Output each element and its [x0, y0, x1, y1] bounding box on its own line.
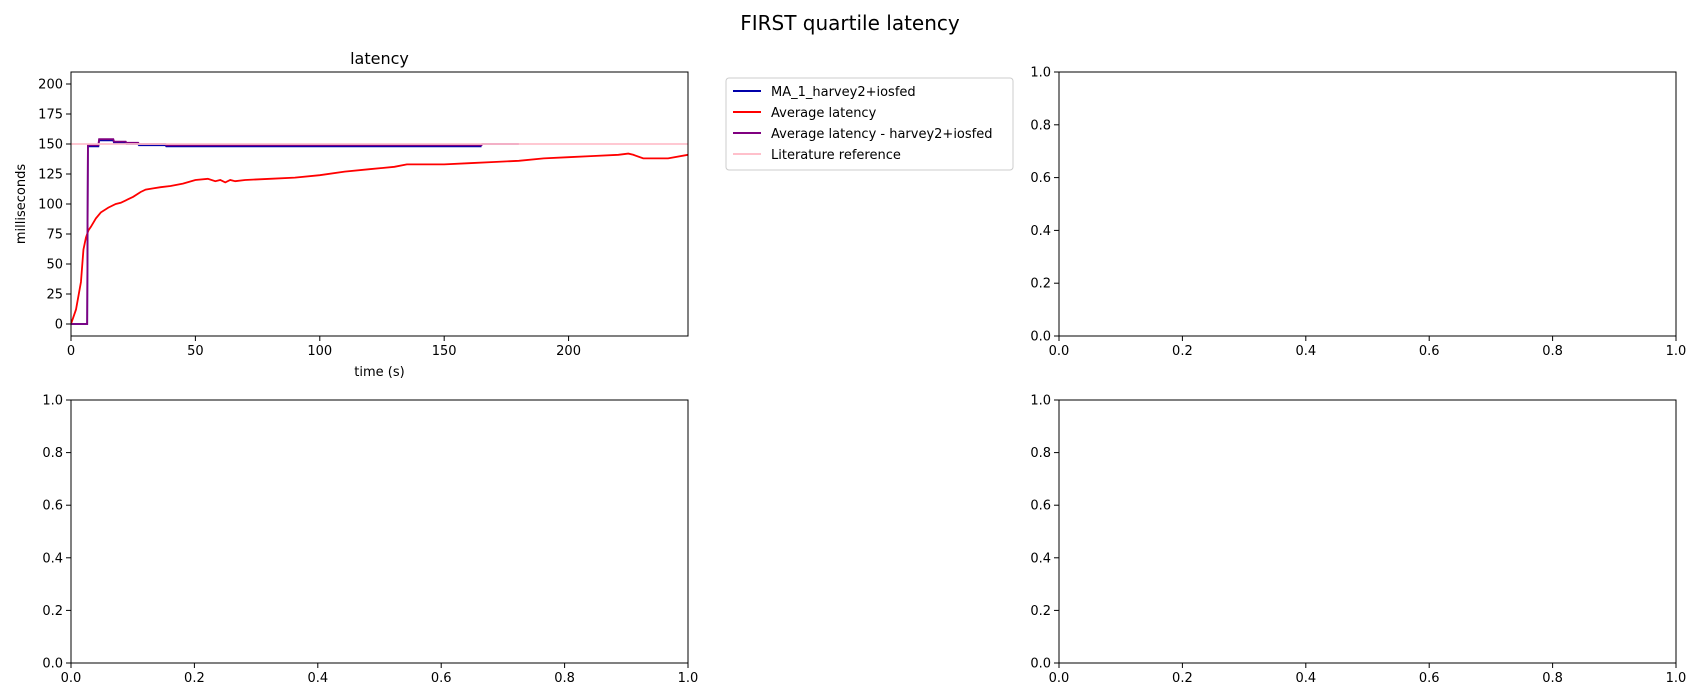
y-tick-label: 0.4: [1030, 551, 1051, 566]
legend-entry: Average latency - harvey2+iosfed: [771, 127, 993, 142]
x-tick-label: 0.0: [61, 671, 82, 686]
y-tick-label: 1.0: [42, 394, 63, 409]
plot-title: latency: [350, 49, 409, 68]
y-tick-label: 100: [38, 198, 63, 213]
x-tick-label: 0: [67, 344, 75, 359]
x-tick-label: 0.6: [1419, 344, 1440, 359]
x-tick-label: 0.8: [1542, 344, 1563, 359]
x-tick-label: 1.0: [1666, 671, 1687, 686]
y-tick-label: 0.6: [1030, 499, 1051, 514]
y-tick-label: 75: [46, 228, 63, 243]
y-tick-label: 0.2: [1030, 604, 1051, 619]
y-tick-label: 25: [46, 288, 63, 303]
y-tick-label: 0.4: [1030, 224, 1051, 239]
y-tick-label: 200: [38, 78, 63, 93]
y-tick-label: 50: [46, 258, 63, 273]
empty-plot-bottom-right: 0.0 0.2 0.4 0.6 0.8 1.0 0.0 0.2 0.4 0.6 0.8 1.0: [1030, 394, 1686, 687]
x-tick-label: 0.2: [1172, 344, 1193, 359]
axes-frame: [1058, 71, 1677, 337]
x-tick-label: 150: [432, 344, 457, 359]
y-axis-label: milliseconds: [14, 164, 29, 244]
y-tick-label: 0.2: [1030, 277, 1051, 292]
latency-plot: 0 50 100 150 200 0 25 50 75 100 125 150 175 200 latenc…: [14, 49, 689, 380]
x-tick-label: 0.4: [1295, 344, 1316, 359]
y-tick-label: 0.0: [42, 657, 63, 672]
axes-frame: [70, 399, 689, 664]
y-tick-label: 150: [38, 138, 63, 153]
x-tick-label: 0.8: [1542, 671, 1563, 686]
y-tick-label: 0.8: [1030, 446, 1051, 461]
y-tick-label: 0.4: [42, 551, 63, 566]
empty-plot-bottom-left: 0.0 0.2 0.4 0.6 0.8 1.0 0.0 0.2 0.4 0.6 0.8 1.0: [42, 394, 698, 687]
x-tick-label: 0.6: [431, 671, 452, 686]
y-tick-label: 175: [38, 108, 63, 123]
y-tick-label: 1.0: [1030, 394, 1051, 409]
y-tick-label: 0.0: [1030, 330, 1051, 345]
legend-box: [725, 77, 1014, 171]
x-tick-label: 0.0: [1049, 671, 1070, 686]
y-tick-label: 0: [55, 318, 63, 333]
legend: MA_1_harvey2+iosfed Average latency Averag…: [725, 77, 1014, 171]
axes-frame: [1058, 399, 1677, 664]
legend-entry: MA_1_harvey2+iosfed: [771, 85, 916, 100]
x-tick-label: 1.0: [678, 671, 699, 686]
legend-entry: Average latency: [771, 106, 877, 121]
y-tick-label: 0.0: [1030, 657, 1051, 672]
y-tick-label: 0.2: [42, 604, 63, 619]
x-tick-label: 0.6: [1419, 671, 1440, 686]
x-tick-label: 200: [556, 344, 581, 359]
x-tick-label: 0.2: [1172, 671, 1193, 686]
x-tick-label: 1.0: [1666, 344, 1687, 359]
empty-plot-top-right: 0.0 0.2 0.4 0.6 0.8 1.0 0.0 0.2 0.4 0.6 0.8 1.0: [1030, 66, 1686, 360]
x-tick-label: 100: [307, 344, 332, 359]
x-tick-label: 0.0: [1049, 344, 1070, 359]
axes-frame: [70, 71, 689, 337]
figure-title: FIRST quartile latency: [740, 11, 960, 35]
y-tick-label: 1.0: [1030, 66, 1051, 81]
y-tick-label: 0.6: [1030, 171, 1051, 186]
x-tick-label: 0.2: [184, 671, 205, 686]
x-tick-label: 50: [187, 344, 204, 359]
y-tick-label: 125: [38, 168, 63, 183]
legend-entry: Literature reference: [771, 148, 901, 163]
y-tick-label: 0.8: [42, 446, 63, 461]
x-tick-label: 0.8: [554, 671, 575, 686]
series-line-0: [71, 139, 482, 325]
x-axis-label: time (s): [354, 365, 404, 380]
series-line-2: [71, 138, 519, 325]
x-tick-label: 0.4: [307, 671, 328, 686]
y-tick-label: 0.6: [42, 499, 63, 514]
x-tick-label: 0.4: [1295, 671, 1316, 686]
y-tick-label: 0.8: [1030, 118, 1051, 133]
series-line-1: [71, 152, 688, 325]
